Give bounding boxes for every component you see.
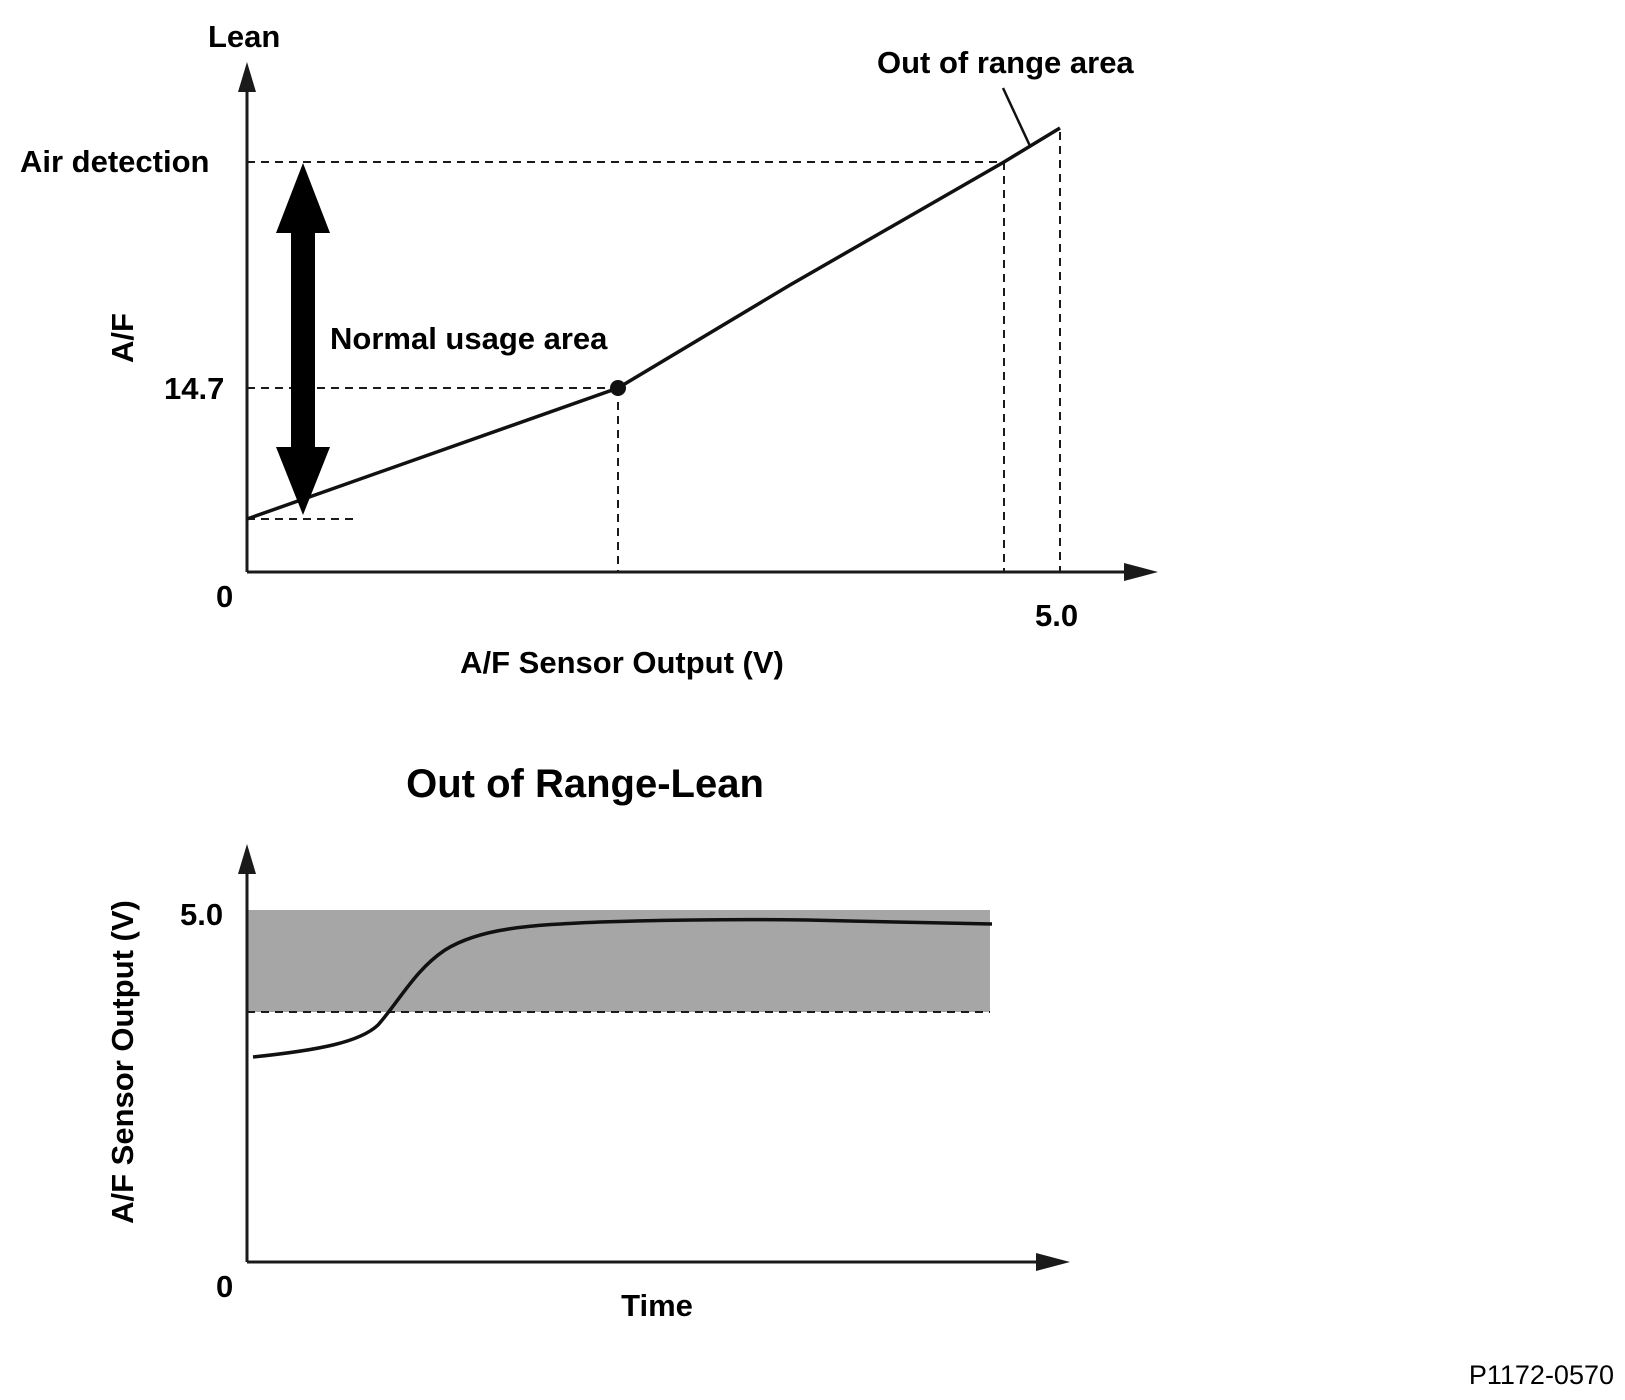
stoich-label: 14.7: [164, 371, 224, 406]
bottom-y-tick-label: 5.0: [180, 897, 223, 932]
top-x-axis-arrow: [1124, 563, 1158, 581]
top-x-axis-label: A/F Sensor Output (V): [460, 645, 784, 680]
top-y-axis-label: A/F: [105, 313, 140, 363]
air-detection-label: Air detection: [20, 144, 209, 179]
af-characteristic-line: [246, 126, 1061, 521]
normal-usage-arrow-down-head: [276, 447, 330, 515]
out-of-range-label: Out of range area: [877, 45, 1134, 80]
top-origin-label: 0: [216, 579, 233, 614]
bottom-chart-title: Out of Range-Lean: [406, 762, 764, 806]
out-of-range-band: [247, 910, 990, 1012]
normal-usage-arrow-shaft: [291, 230, 315, 450]
normal-usage-label: Normal usage area: [330, 321, 608, 356]
sensor-output-curve: [252, 917, 993, 1059]
figure-code: P1172-0570: [1469, 1360, 1614, 1390]
stoich-point: [610, 380, 626, 396]
bottom-chart: Out of Range-Lean 5.0 0 A/F Sensor Outpu…: [105, 762, 1070, 1323]
bottom-x-axis-arrow: [1036, 1253, 1070, 1271]
top-chart: Lean Air detection 14.7 A/F Normal usage…: [20, 19, 1158, 680]
normal-usage-arrow-up-head: [276, 163, 330, 233]
bottom-y-axis-label: A/F Sensor Output (V): [105, 900, 140, 1224]
bottom-x-axis-label: Time: [621, 1288, 693, 1323]
bottom-origin-label: 0: [216, 1269, 233, 1304]
out-of-range-leader: [1001, 87, 1032, 147]
top-x-tick-label: 5.0: [1035, 598, 1078, 633]
lean-label: Lean: [208, 19, 280, 54]
top-y-axis-arrow: [238, 62, 256, 92]
bottom-y-axis-arrow: [238, 844, 256, 874]
